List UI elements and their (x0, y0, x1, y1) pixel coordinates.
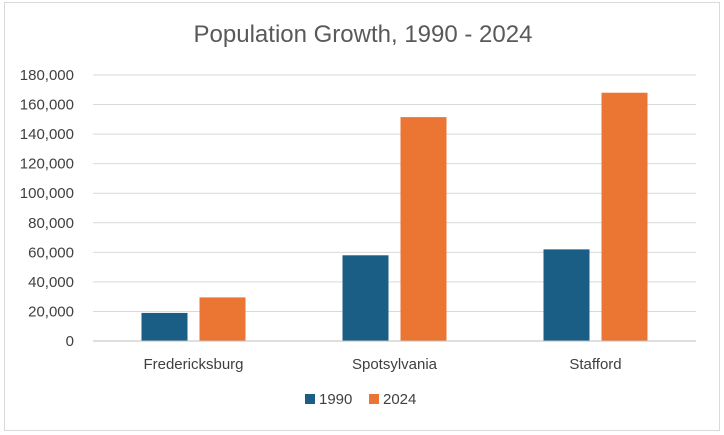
y-tick-label: 60,000 (28, 244, 74, 261)
y-tick-label: 40,000 (28, 274, 74, 291)
legend-swatch-1990 (305, 394, 315, 404)
y-tick-label: 160,000 (20, 97, 74, 114)
y-tick-label: 180,000 (20, 67, 74, 84)
bar-fredericksburg-1990 (141, 312, 188, 341)
x-category-label: Fredericksburg (143, 356, 243, 373)
y-tick-label: 80,000 (28, 215, 74, 232)
x-category-label: Stafford (569, 356, 621, 373)
chart-area (4, 2, 720, 431)
legend-label-1990: 1990 (319, 391, 352, 408)
gridlines (93, 74, 696, 312)
bars (141, 92, 648, 341)
y-tick-label: 120,000 (20, 156, 74, 173)
legend-swatch-2024 (369, 394, 379, 404)
bar-spotsylvania-2024 (400, 117, 447, 341)
legend-label-2024: 2024 (383, 391, 416, 408)
y-tick-label: 140,000 (20, 126, 74, 143)
chart-title: Population Growth, 1990 - 2024 (194, 21, 533, 48)
bar-stafford-1990 (543, 249, 590, 341)
bar-stafford-2024 (601, 92, 648, 341)
bar-fredericksburg-2024 (199, 297, 246, 341)
y-axis-tick-labels: 0 20,000 40,000 60,000 80,000 100,000 120,000 1… (20, 67, 74, 350)
x-axis-category-labels: Fredericksburg Spotsylvania Stafford (143, 356, 621, 373)
y-tick-label: 0 (66, 333, 74, 350)
x-category-label: Spotsylvania (352, 356, 438, 373)
bar-spotsylvania-1990 (342, 255, 389, 341)
legend: 1990 2024 (305, 391, 416, 408)
y-tick-label: 100,000 (20, 185, 74, 202)
y-tick-label: 20,000 (28, 303, 74, 320)
